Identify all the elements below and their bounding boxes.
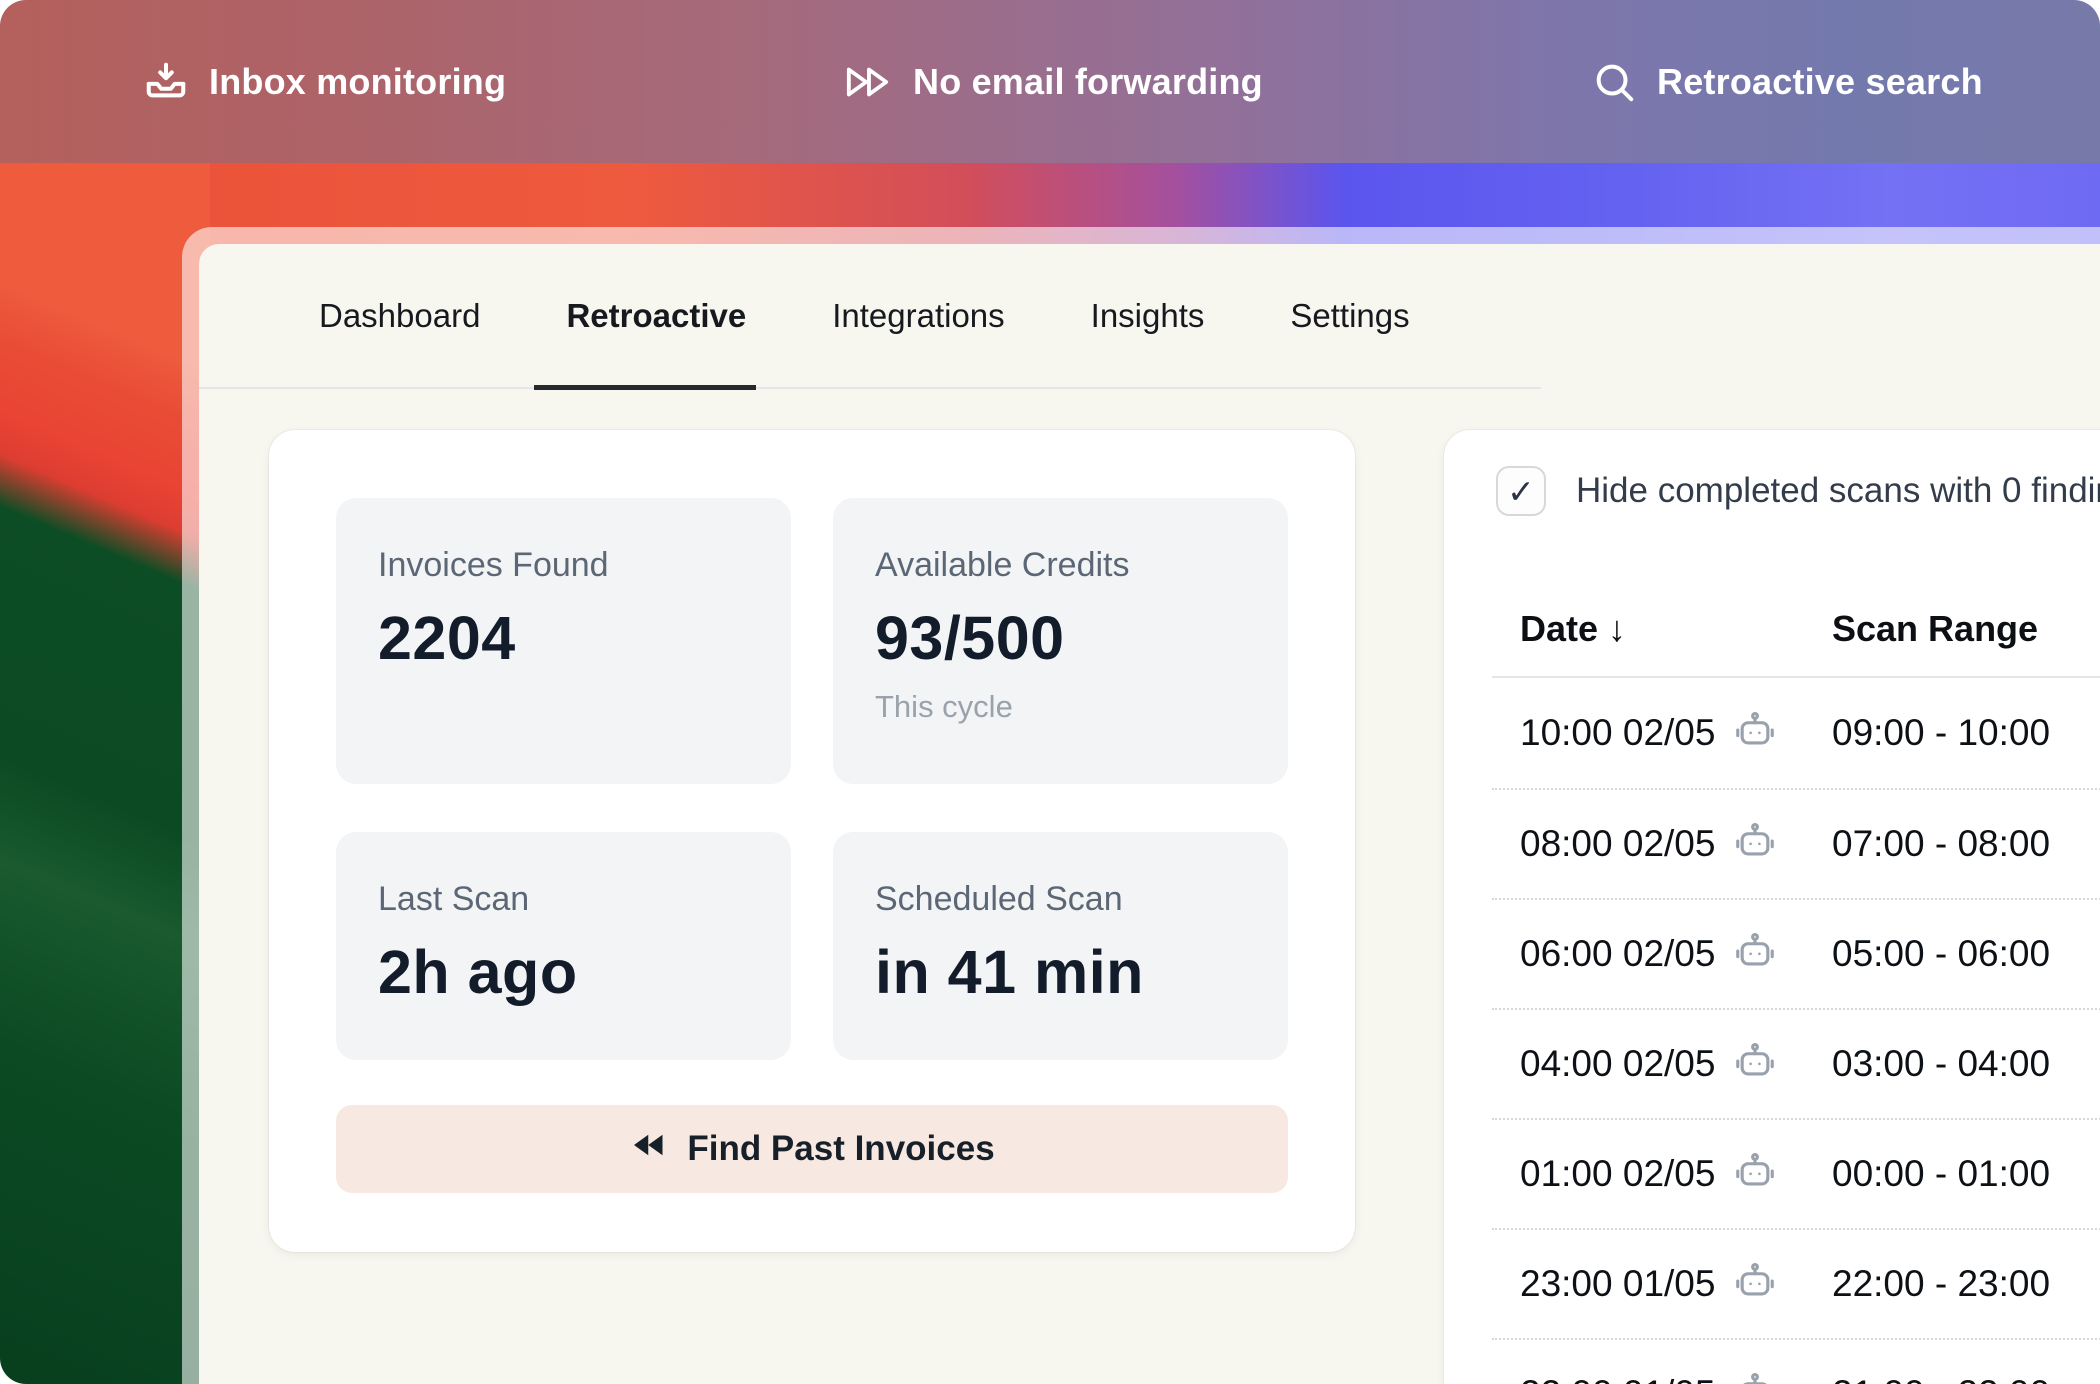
inbox-download-icon <box>143 59 189 105</box>
feature-no-forwarding: No email forwarding <box>843 0 1263 163</box>
scan-range: 09:00 - 10:00 <box>1832 712 2051 753</box>
feature-label: Retroactive search <box>1657 60 1983 102</box>
scan-date-cell: 01:00 02/05 <box>1492 1150 1832 1199</box>
table-row[interactable]: 06:00 02/05 05:00 - 06:00 <box>1492 898 2100 1008</box>
table-row[interactable]: 04:00 02/05 03:00 - 04:00 <box>1492 1008 2100 1118</box>
scan-date-cell: 06:00 02/05 <box>1492 930 1832 979</box>
feature-banner: Inbox monitoring No email forwarding Ret… <box>0 0 2100 163</box>
hide-completed-checkbox[interactable]: ✓ <box>1496 466 1546 516</box>
tile-label: Last Scan <box>378 880 530 918</box>
tile-label: Scheduled Scan <box>875 880 1123 918</box>
robot-icon <box>1733 709 1777 758</box>
scan-date: 04:00 02/05 <box>1520 1043 1716 1084</box>
scan-date: 23:00 01/05 <box>1520 1263 1716 1304</box>
search-icon <box>1591 59 1637 105</box>
table-row[interactable]: 23:00 01/05 22:00 - 23:00 <box>1492 1228 2100 1338</box>
scan-date-cell: 08:00 02/05 <box>1492 820 1832 869</box>
stats-tile-grid: Invoices Found 2204 Available Credits 93… <box>336 498 1288 1060</box>
scan-range: 00:00 - 01:00 <box>1832 1153 2051 1194</box>
rewind-icon <box>629 1127 669 1172</box>
tile-value: 93/500 <box>875 604 1065 672</box>
tile-label: Invoices Found <box>378 546 609 584</box>
scan-date-cell: 23:00 01/05 <box>1492 1260 1832 1309</box>
tile-available-credits: Available Credits 93/500 This cycle <box>833 498 1288 784</box>
scan-date: 08:00 02/05 <box>1520 823 1716 864</box>
tile-value: in 41 min <box>875 938 1144 1006</box>
tab-insights[interactable]: Insights <box>1090 296 1205 334</box>
column-header-scan-range[interactable]: Scan Range <box>1832 608 2039 649</box>
scan-table-header: Date ↓ Scan Range <box>1492 582 2100 678</box>
scan-date-cell: 10:00 02/05 <box>1492 709 1832 758</box>
hide-completed-label[interactable]: Hide completed scans with 0 findings <box>1576 471 2100 510</box>
scan-range: 07:00 - 08:00 <box>1832 823 2051 864</box>
find-past-invoices-button[interactable]: Find Past Invoices <box>336 1105 1288 1193</box>
checkmark-icon: ✓ <box>1507 472 1535 510</box>
tile-scheduled-scan: Scheduled Scan in 41 min <box>833 832 1288 1060</box>
tile-label: Available Credits <box>875 546 1130 584</box>
scan-range: 03:00 - 04:00 <box>1832 1043 2051 1084</box>
tab-retroactive[interactable]: Retroactive <box>534 244 756 390</box>
table-row[interactable]: 08:00 02/05 07:00 - 08:00 <box>1492 788 2100 898</box>
hide-completed-row: ✓ Hide completed scans with 0 findings <box>1492 466 2100 516</box>
fast-forward-icon <box>843 59 893 105</box>
app-window-frame: Dashboard Retroactive Integrations Insig… <box>182 227 2100 1384</box>
scan-date: 22:00 01/05 <box>1520 1373 1715 1384</box>
scan-date: 06:00 02/05 <box>1520 933 1716 974</box>
tab-dashboard[interactable]: Dashboard <box>319 296 481 334</box>
scan-date: 10:00 02/05 <box>1520 712 1716 753</box>
tile-last-scan: Last Scan 2h ago <box>336 832 791 1060</box>
table-row[interactable]: 01:00 02/05 00:00 - 01:00 <box>1492 1118 2100 1228</box>
table-row[interactable]: 10:00 02/05 09:00 - 10:00 <box>1492 678 2100 788</box>
scan-date-cell: 22:00 01/05 <box>1492 1370 1832 1384</box>
robot-icon <box>1733 1370 1777 1384</box>
table-row[interactable]: 22:00 01/05 21:00 - 22:00 <box>1492 1338 2100 1384</box>
tab-bar: Dashboard Retroactive Integrations Insig… <box>199 244 1541 390</box>
stats-card: Invoices Found 2204 Available Credits 93… <box>269 430 1355 1252</box>
feature-label: No email forwarding <box>913 60 1263 102</box>
wallpaper-left <box>0 163 210 1384</box>
tile-value: 2h ago <box>378 938 578 1006</box>
scan-range: 21:00 - 22:00 <box>1832 1373 2100 1384</box>
find-past-invoices-label: Find Past Invoices <box>687 1129 995 1168</box>
scan-date-cell: 04:00 02/05 <box>1492 1040 1832 1089</box>
tab-settings[interactable]: Settings <box>1290 296 1410 334</box>
app-window: Dashboard Retroactive Integrations Insig… <box>199 244 2100 1384</box>
column-header-date[interactable]: Date ↓ <box>1520 608 1627 649</box>
robot-icon <box>1733 1260 1777 1309</box>
scan-range: 05:00 - 06:00 <box>1832 933 2051 974</box>
robot-icon <box>1733 930 1777 979</box>
tab-integrations[interactable]: Integrations <box>832 296 1005 334</box>
scan-table: Date ↓ Scan Range 10:00 02/05 <box>1492 582 2100 1384</box>
robot-icon <box>1733 1150 1777 1199</box>
scan-range: 22:00 - 23:00 <box>1832 1263 2051 1304</box>
robot-icon <box>1733 820 1777 869</box>
feature-label: Inbox monitoring <box>209 60 507 102</box>
scan-date: 01:00 02/05 <box>1520 1153 1716 1194</box>
tile-subtext: This cycle <box>875 689 1013 724</box>
robot-icon <box>1733 1040 1777 1089</box>
feature-inbox-monitoring: Inbox monitoring <box>143 0 506 163</box>
tile-invoices-found: Invoices Found 2204 <box>336 498 791 784</box>
scan-history-card: ✓ Hide completed scans with 0 findings D… <box>1444 430 2100 1384</box>
feature-retroactive-search: Retroactive search <box>1591 0 1983 163</box>
tile-value: 2204 <box>378 604 516 672</box>
